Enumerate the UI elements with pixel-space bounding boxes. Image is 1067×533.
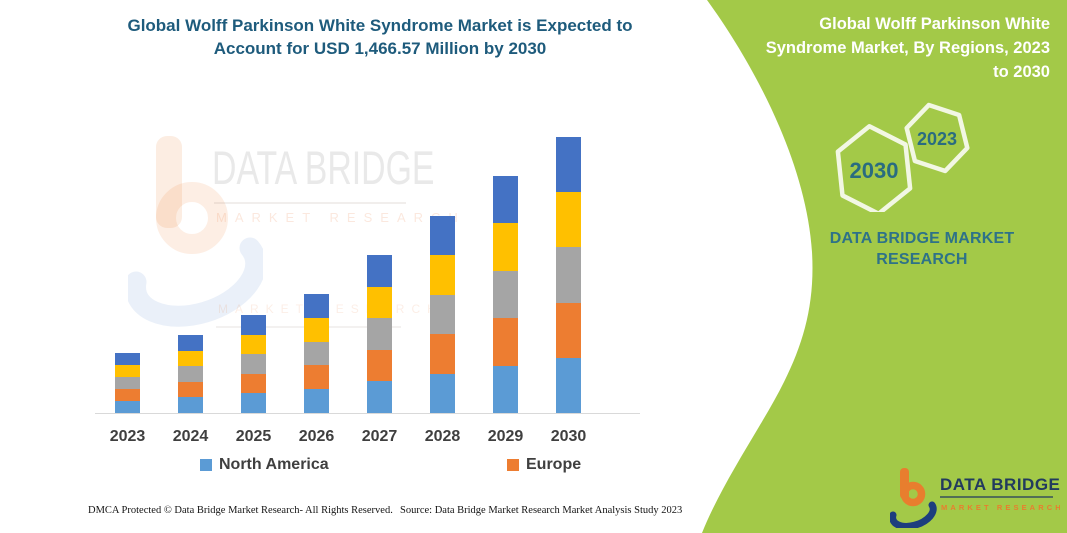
x-axis-label-2026: 2026 (298, 428, 335, 445)
bar-2026 (304, 294, 329, 413)
bar-segment-North America (430, 373, 455, 413)
bar-segment-series-gray (304, 341, 329, 366)
bar-segment-Europe (241, 373, 266, 394)
bar-segment-series-gray (178, 366, 203, 382)
legend-swatch (200, 459, 212, 471)
bar-segment-Europe (367, 349, 392, 382)
chart-title-line-2: Account for USD 1,466.57 Million by 2030 (213, 39, 547, 58)
bar-segment-Europe (115, 389, 140, 401)
legend-label: North America (219, 456, 329, 473)
x-axis-label-2029: 2029 (487, 428, 524, 445)
bar-segment-North America (241, 393, 266, 413)
bar-segment-series-yellow (304, 317, 329, 342)
bar-segment-series-yellow (430, 255, 455, 295)
company-logo-name: DATA BRIDGE (940, 475, 1060, 494)
bar-segment-Europe (556, 302, 581, 358)
brand-wordmark-line-1: DATA BRIDGE MARKET (829, 230, 1015, 247)
bar-2028 (430, 216, 455, 413)
bar-2024 (178, 335, 203, 413)
bar-segment-series-gray (241, 354, 266, 374)
legend-swatch (507, 459, 519, 471)
bar-segment-series-darkblue (430, 216, 455, 256)
bar-segment-series-yellow (367, 286, 392, 319)
bar-segment-series-gray (430, 294, 455, 335)
x-axis-label-2023: 2023 (109, 428, 146, 445)
x-axis-label-2027: 2027 (361, 428, 398, 445)
bar-2023 (115, 353, 140, 413)
bar-segment-North America (115, 401, 140, 413)
legend-item-Europe: Europe (507, 456, 581, 474)
bar-segment-series-gray (493, 270, 518, 319)
bar-segment-series-yellow (241, 334, 266, 355)
panel-title-line-3: to 2030 (993, 63, 1050, 81)
bar-segment-Europe (493, 318, 518, 366)
x-axis-line (95, 413, 640, 414)
panel-title-line-1: Global Wolff Parkinson White (819, 15, 1050, 33)
hexagon-2030 (835, 123, 913, 212)
panel-title: Global Wolff Parkinson White Syndrome Ma… (750, 12, 1050, 84)
bar-segment-North America (178, 397, 203, 413)
x-axis-label-2024: 2024 (172, 428, 209, 445)
bar-2030 (556, 137, 581, 413)
hexagon-2023-label: 2023 (917, 129, 957, 149)
panel-title-line-2: Syndrome Market, By Regions, 2023 (765, 39, 1050, 57)
bar-segment-series-gray (115, 377, 140, 389)
bar-segment-series-yellow (493, 223, 518, 271)
brand-wordmark-line-2: RESEARCH (876, 251, 968, 268)
hexagon-badges: 2030 2023 (835, 102, 970, 212)
bar-segment-North America (493, 365, 518, 413)
bar-segment-series-darkblue (178, 335, 203, 351)
x-axis-label-2025: 2025 (235, 428, 272, 445)
hexagon-2023 (904, 102, 970, 174)
chart-title-line-1: Global Wolff Parkinson White Syndrome Ma… (127, 16, 633, 35)
dmca-note: DMCA Protected © Data Bridge Market Rese… (88, 505, 393, 516)
bar-segment-series-darkblue (241, 315, 266, 335)
brand-wordmark: DATA BRIDGE MARKET RESEARCH (812, 228, 1032, 270)
bar-segment-series-darkblue (493, 176, 518, 224)
legend-item-North America: North America (200, 456, 329, 474)
hexagon-2030-label: 2030 (850, 158, 899, 183)
bar-segment-North America (367, 381, 392, 413)
bar-segment-series-gray (556, 247, 581, 303)
x-axis-label-2028: 2028 (424, 428, 461, 445)
bar-segment-series-darkblue (367, 255, 392, 287)
bar-segment-North America (556, 357, 581, 413)
bar-2027 (367, 255, 392, 413)
company-logo-sub: MARKET RESEARCH (941, 503, 1060, 512)
source-note: Source: Data Bridge Market Research Mark… (400, 505, 683, 516)
bar-2025 (241, 315, 266, 413)
bar-segment-series-darkblue (556, 137, 581, 193)
bar-segment-series-darkblue (304, 294, 329, 318)
bar-segment-Europe (178, 381, 203, 398)
bar-segment-series-darkblue (115, 353, 140, 365)
x-axis-label-2030: 2030 (550, 428, 587, 445)
company-logo-svg: DATA BRIDGE MARKET RESEARCH (889, 468, 1061, 530)
bar-segment-Europe (304, 365, 329, 390)
bar-2029 (493, 176, 518, 413)
bar-segment-North America (304, 389, 329, 413)
bar-segment-series-yellow (178, 350, 203, 367)
plot-area (95, 120, 605, 413)
legend-label: Europe (526, 456, 582, 473)
company-logo: DATA BRIDGE MARKET RESEARCH (889, 464, 1061, 533)
bar-segment-Europe (430, 334, 455, 374)
company-logo-mark (889, 468, 937, 530)
bar-segment-series-gray (367, 318, 392, 350)
bar-segment-series-yellow (556, 192, 581, 248)
chart-title: Global Wolff Parkinson White Syndrome Ma… (115, 14, 645, 60)
bar-segment-series-yellow (115, 365, 140, 377)
